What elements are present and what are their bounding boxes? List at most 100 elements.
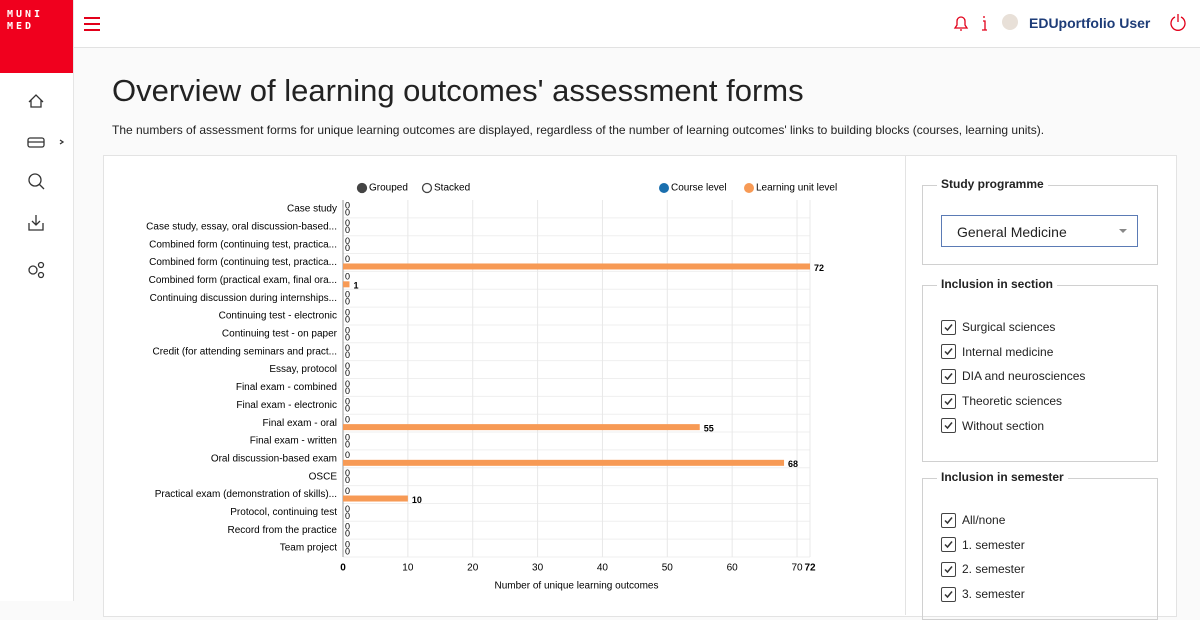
checkbox[interactable] xyxy=(941,562,956,577)
x-tick-label: 60 xyxy=(727,563,739,574)
category-label: Continuing test - on paper xyxy=(222,329,338,340)
value-label: 0 xyxy=(345,511,350,521)
select-arrow xyxy=(1119,229,1127,235)
bar xyxy=(343,263,810,269)
x-tick-label: 70 xyxy=(791,563,803,574)
value-label: 0 xyxy=(345,297,350,307)
x-tick-label: 20 xyxy=(467,563,479,574)
category-label: Record from the practice xyxy=(228,525,338,536)
legend-label: Learning unit level xyxy=(756,183,837,194)
check-mark xyxy=(942,563,955,576)
value-label: 0 xyxy=(345,350,350,360)
checkbox-option[interactable]: Theoretic sciences xyxy=(941,393,1062,409)
category-label: Combined form (practical exam, final ora… xyxy=(149,275,337,286)
mode-label: Grouped xyxy=(369,183,408,194)
logo-line: MUNI xyxy=(7,9,73,21)
home-icon[interactable] xyxy=(29,95,43,107)
checkbox-label: Surgical sciences xyxy=(962,320,1055,334)
category-label: Case study, essay, oral discussion-based… xyxy=(146,221,337,232)
category-label: Final exam - electronic xyxy=(236,400,337,411)
info-icon[interactable] xyxy=(982,16,987,30)
checkbox-option[interactable]: DIA and neurosciences xyxy=(941,368,1085,384)
logo-line: MED xyxy=(7,21,73,33)
fieldset-legend: Study programme xyxy=(937,177,1048,191)
x-tick-label: 50 xyxy=(662,563,674,574)
value-label: 55 xyxy=(704,424,714,434)
legend-swatch xyxy=(659,183,669,193)
x-tick-label: 40 xyxy=(597,563,609,574)
menu-button[interactable] xyxy=(82,14,102,34)
checkbox-option[interactable]: Surgical sciences xyxy=(941,319,1055,335)
value-label: 10 xyxy=(412,495,422,505)
page: MUNIMED EDUportfolio User Overview of le… xyxy=(0,0,1200,601)
mode-radio[interactable] xyxy=(358,184,367,193)
value-label: 0 xyxy=(345,225,350,235)
checkbox[interactable] xyxy=(941,320,956,335)
value-label: 1 xyxy=(353,281,358,291)
category-label: OSCE xyxy=(309,471,338,482)
value-label: 0 xyxy=(345,450,350,460)
bar xyxy=(343,460,784,466)
avatar[interactable] xyxy=(1002,14,1018,30)
checkbox-label: Without section xyxy=(962,419,1044,433)
checkbox[interactable] xyxy=(941,344,956,359)
check-mark xyxy=(942,395,955,408)
category-label: Case study xyxy=(287,204,337,215)
bell-icon[interactable] xyxy=(955,17,967,30)
fieldset-legend: Inclusion in section xyxy=(937,277,1057,291)
value-label: 0 xyxy=(345,439,350,449)
legend-swatch xyxy=(744,183,754,193)
checkbox[interactable] xyxy=(941,537,956,552)
check-mark xyxy=(942,514,955,527)
checkbox-label: 2. semester xyxy=(962,562,1025,576)
category-label: Continuing test - electronic xyxy=(219,311,337,322)
select[interactable]: General Medicine xyxy=(941,215,1138,247)
value-label: 72 xyxy=(814,263,824,273)
checkbox-label: 3. semester xyxy=(962,587,1025,601)
checkbox[interactable] xyxy=(941,369,956,384)
value-label: 68 xyxy=(788,459,798,469)
value-label: 0 xyxy=(345,254,350,264)
checkbox-option[interactable]: Without section xyxy=(941,418,1044,434)
fieldset-legend: Inclusion in semester xyxy=(937,470,1068,484)
check-mark xyxy=(942,321,955,334)
x-tick-label: 30 xyxy=(532,563,544,574)
download-icon[interactable] xyxy=(29,215,43,230)
mode-label: Stacked xyxy=(434,183,470,194)
value-label: 0 xyxy=(345,386,350,396)
category-label: Credit (for attending seminars and pract… xyxy=(152,346,337,357)
checkbox-option[interactable]: Internal medicine xyxy=(941,344,1053,360)
category-label: Essay, protocol xyxy=(269,364,337,375)
category-label: Continuing discussion during internships… xyxy=(150,293,337,304)
category-label: Combined form (continuing test, practica… xyxy=(149,239,337,250)
checkbox-option[interactable]: 3. semester xyxy=(941,586,1025,602)
x-tick-label: 10 xyxy=(402,563,414,574)
checkbox-label: DIA and neurosciences xyxy=(962,369,1085,383)
checkbox-option[interactable]: All/none xyxy=(941,512,1005,528)
checkbox-option[interactable]: 1. semester xyxy=(941,537,1025,553)
checkbox[interactable] xyxy=(941,418,956,433)
value-label: 0 xyxy=(345,529,350,539)
check-mark xyxy=(942,345,955,358)
value-label: 0 xyxy=(345,486,350,496)
checkbox[interactable] xyxy=(941,513,956,528)
checkbox[interactable] xyxy=(941,394,956,409)
category-label: Final exam - written xyxy=(250,436,337,447)
value-label: 0 xyxy=(345,243,350,253)
settings-icon[interactable] xyxy=(29,266,37,274)
checkbox[interactable] xyxy=(941,587,956,602)
checkbox-label: 1. semester xyxy=(962,538,1025,552)
category-label: Oral discussion-based exam xyxy=(211,453,337,464)
checkbox-option[interactable]: 2. semester xyxy=(941,561,1025,577)
user-name[interactable]: EDUportfolio User xyxy=(1029,15,1150,31)
check-mark xyxy=(942,419,955,432)
value-label: 0 xyxy=(345,332,350,342)
page-description: The numbers of assessment forms for uniq… xyxy=(112,123,1044,137)
logout-icon[interactable] xyxy=(1171,14,1185,30)
mode-radio[interactable] xyxy=(423,184,432,193)
category-label: Final exam - combined xyxy=(236,382,337,393)
category-label: Final exam - oral xyxy=(263,418,337,429)
check-mark xyxy=(942,370,955,383)
